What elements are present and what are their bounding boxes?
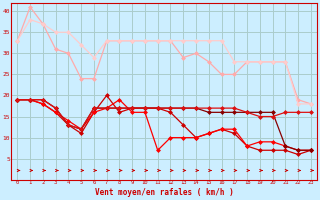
X-axis label: Vent moyen/en rafales ( km/h ): Vent moyen/en rafales ( km/h ) xyxy=(95,188,234,197)
